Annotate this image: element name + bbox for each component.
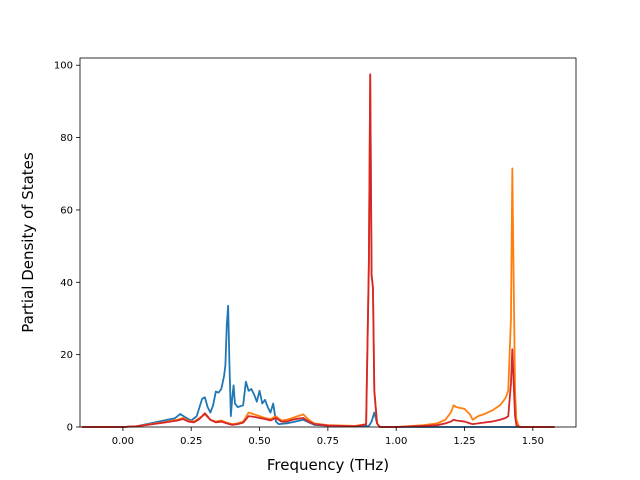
y-tick-label: 40 [60,278,73,289]
y-axis: 0 20 40 60 80 100 [54,61,80,434]
x-tick-label: 0.00 [112,436,134,447]
x-axis-label: Frequency (THz) [267,456,389,474]
y-tick-label: 80 [60,133,73,144]
x-tick-label: 1.25 [453,436,475,447]
x-tick-label: 0.25 [180,436,202,447]
y-axis-label: Partial Density of States [19,152,37,333]
x-axis: 0.00 0.25 0.50 0.75 1.00 1.25 1.50 [112,427,544,447]
x-tick-label: 0.75 [317,436,339,447]
y-tick-label: 60 [60,205,73,216]
x-tick-label: 1.00 [385,436,407,447]
series-line-3 [81,73,555,428]
y-tick-label: 100 [54,61,73,72]
y-tick-label: 0 [67,423,73,434]
x-tick-label: 0.50 [248,436,270,447]
y-tick-label: 20 [60,350,73,361]
x-tick-label: 1.50 [522,436,544,447]
